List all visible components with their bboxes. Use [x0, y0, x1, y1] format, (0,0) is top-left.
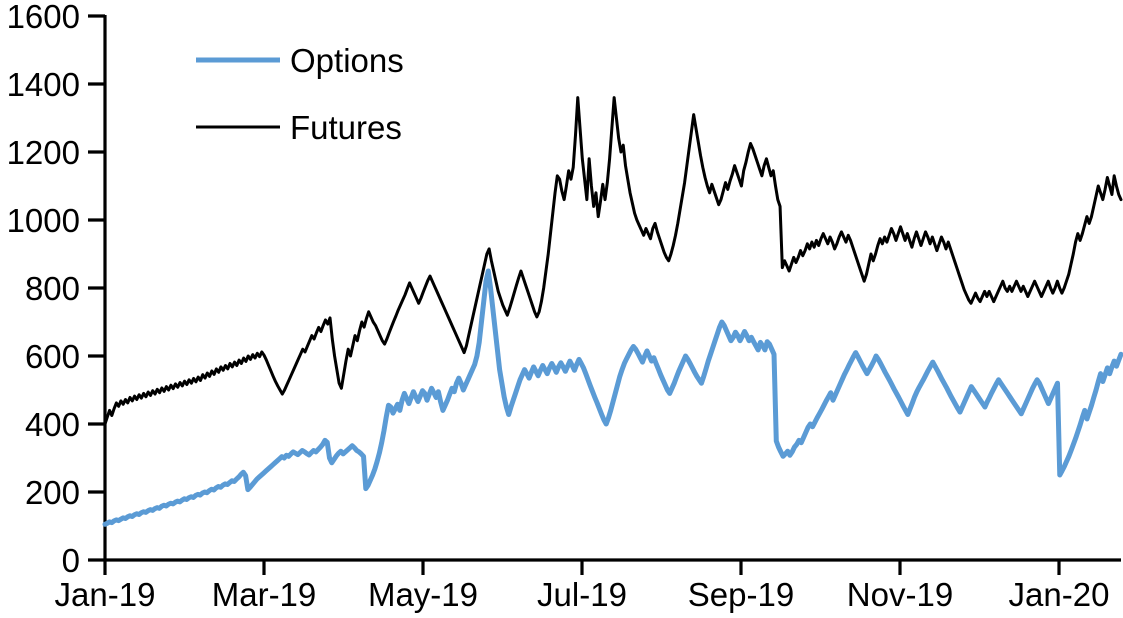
y-tick-label: 400: [25, 406, 80, 443]
x-tick-label: Sep-19: [688, 576, 794, 613]
y-axis-labels: 1600 1400 1200 1000 800 600 400 200 0: [7, 0, 80, 579]
chart-legend: Options Futures: [196, 42, 404, 146]
y-tick-label: 600: [25, 338, 80, 375]
x-tick-label: Nov-19: [847, 576, 953, 613]
y-tick-label: 200: [25, 474, 80, 511]
x-tick-label: Mar-19: [212, 576, 317, 613]
x-tick-label: Jan-20: [1009, 576, 1110, 613]
series-line-options: [102, 268, 1123, 527]
y-tick-label: 0: [62, 542, 80, 579]
x-tick-label: May-19: [368, 576, 478, 613]
y-axis-ticks: [88, 14, 105, 562]
y-tick-label: 1200: [7, 134, 80, 171]
series-line-futures: [103, 96, 1123, 426]
x-tick-label: Jul-19: [537, 576, 627, 613]
y-tick-label: 1000: [7, 202, 80, 239]
legend-label-options: Options: [290, 42, 404, 79]
x-tick-label: Jan-19: [55, 576, 156, 613]
y-tick-label: 800: [25, 270, 80, 307]
x-axis-labels: Jan-19 Mar-19 May-19 Jul-19 Sep-19 Nov-1…: [55, 576, 1110, 613]
y-tick-label: 1600: [7, 0, 80, 35]
legend-label-futures: Futures: [290, 109, 402, 146]
x-axis-ticks: [103, 560, 1061, 575]
y-tick-label: 1400: [7, 66, 80, 103]
